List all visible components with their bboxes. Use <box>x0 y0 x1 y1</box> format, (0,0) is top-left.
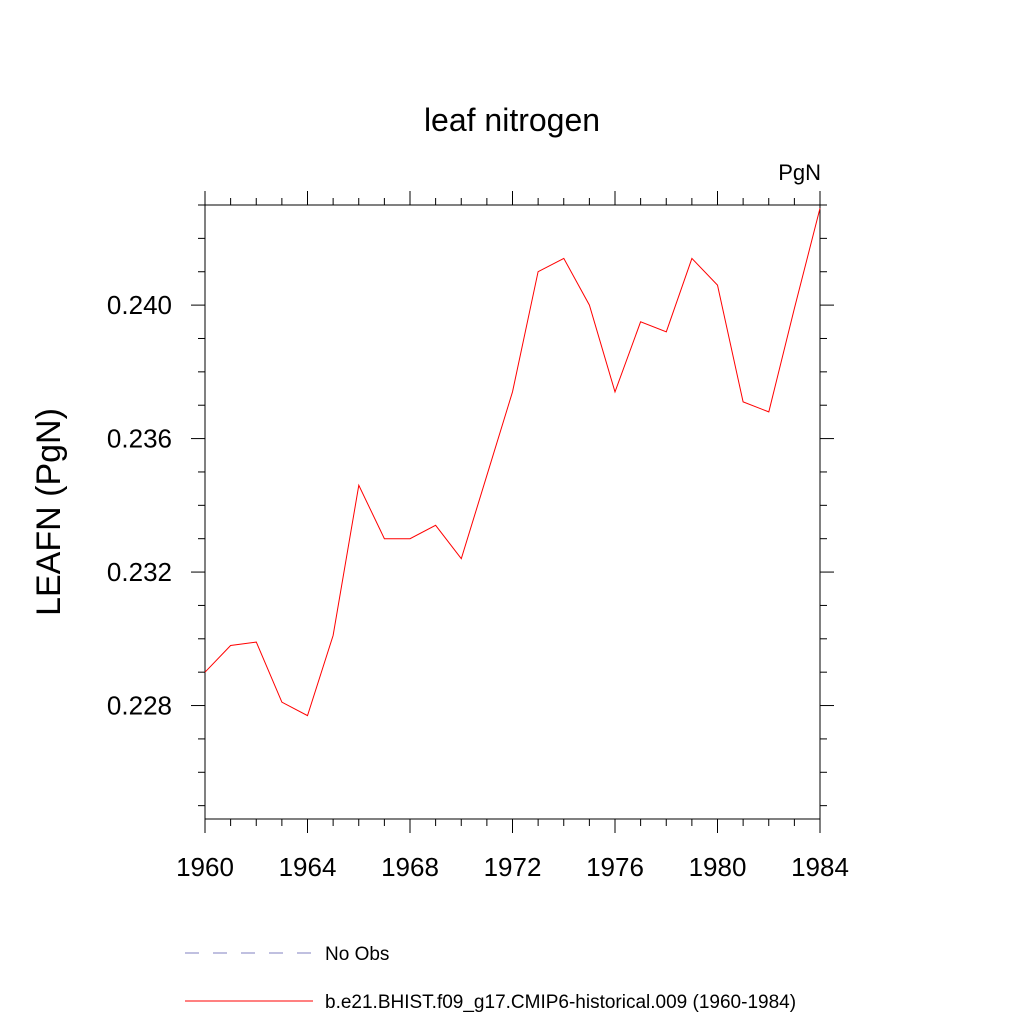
series-line-1 <box>204 208 821 717</box>
y-tick-label: 0.236 <box>107 424 172 454</box>
y-tick-label: 0.240 <box>107 290 172 320</box>
x-tick-label: 1972 <box>484 852 542 882</box>
x-tick-label: 1984 <box>791 852 849 882</box>
x-tick-label: 1980 <box>689 852 747 882</box>
series-lines <box>204 208 821 717</box>
y-tick-label: 0.228 <box>107 691 172 721</box>
axis-ticks: 1960 1964 1968 1972 1976 1980 1984 0.228 0.232 0.… <box>107 191 849 882</box>
x-tick-label: 1964 <box>279 852 337 882</box>
legend: No Obs b.e21.BHIST.f09_g17.CMIP6-historic… <box>185 944 796 1013</box>
x-tick-label: 1960 <box>176 852 234 882</box>
chart-title: leaf nitrogen <box>424 102 600 138</box>
x-tick-label: 1968 <box>381 852 439 882</box>
plot-frame <box>204 204 821 820</box>
units-label: PgN <box>778 160 821 185</box>
x-tick-label: 1976 <box>586 852 644 882</box>
legend-label-1: b.e21.BHIST.f09_g17.CMIP6-historical.009… <box>325 992 796 1013</box>
y-tick-label: 0.232 <box>107 557 172 587</box>
y-axis-label: LEAFN (PgN) <box>30 408 68 616</box>
legend-label-0: No Obs <box>325 944 389 965</box>
